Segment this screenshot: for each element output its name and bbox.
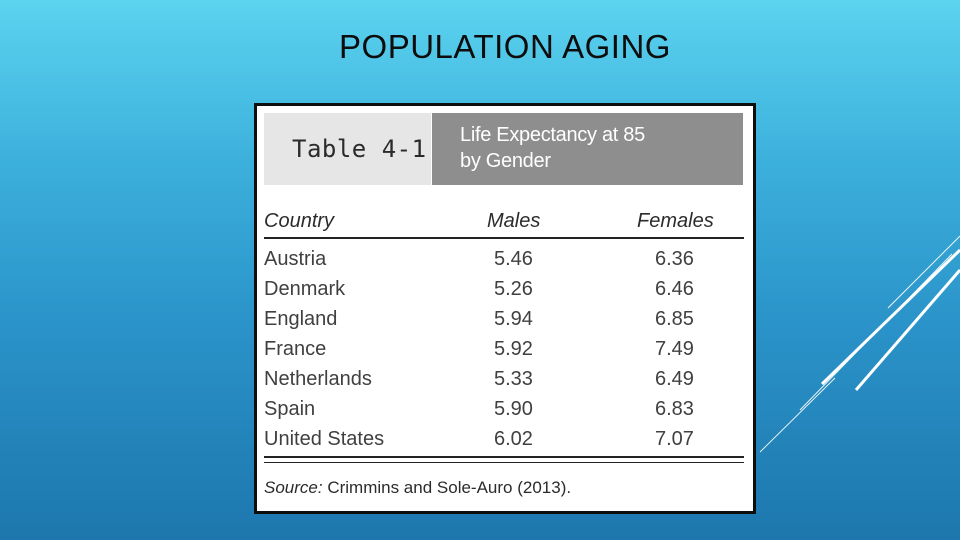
- cell-males: 5.46: [494, 248, 533, 270]
- cell-country: Denmark: [264, 278, 346, 300]
- cell-males: 5.92: [494, 338, 533, 360]
- header-rule: [264, 237, 744, 239]
- cell-males: 5.26: [494, 278, 533, 300]
- table-source: Source: Crimmins and Sole-Auro (2013).: [264, 478, 571, 498]
- cell-country: Spain: [264, 398, 316, 420]
- table-row: Netherlands 5.33 6.49: [257, 364, 753, 394]
- table-number: Table 4-1: [292, 135, 427, 163]
- cell-males: 5.94: [494, 308, 533, 330]
- footer-rule-thin: [264, 462, 744, 463]
- cell-females: 6.83: [655, 398, 694, 420]
- cell-country: Netherlands: [264, 368, 372, 390]
- cell-males: 6.02: [494, 428, 533, 450]
- cell-males: 5.90: [494, 398, 533, 420]
- footer-rule: [264, 456, 744, 458]
- cell-males: 5.33: [494, 368, 533, 390]
- table-caption-line-1: Life Expectancy at 85: [460, 124, 645, 146]
- slide-title: POPULATION AGING: [339, 28, 671, 65]
- cell-females: 6.85: [655, 308, 694, 330]
- table-caption-line-2: by Gender: [460, 150, 551, 172]
- source-label: Source:: [264, 478, 323, 497]
- cell-country: United States: [264, 428, 385, 450]
- column-header-females: Females: [637, 210, 714, 232]
- table-row: Denmark 5.26 6.46: [257, 274, 753, 304]
- table-row: Austria 5.46 6.36: [257, 244, 753, 274]
- table-caption-box: Life Expectancy at 85 by Gender: [432, 113, 743, 185]
- table-row: France 5.92 7.49: [257, 334, 753, 364]
- table-number-box: Table 4-1: [264, 113, 431, 185]
- column-header-country: Country: [264, 210, 335, 232]
- column-header-males: Males: [487, 210, 541, 232]
- table-row: England 5.94 6.85: [257, 304, 753, 334]
- cell-country: France: [264, 338, 327, 360]
- table-image: Table 4-1 Life Expectancy at 85 by Gende…: [254, 103, 756, 514]
- cell-females: 7.49: [655, 338, 694, 360]
- source-text: Crimmins and Sole-Auro (2013).: [322, 478, 572, 497]
- table-row: United States 6.02 7.07: [257, 424, 753, 454]
- table-row: Spain 5.90 6.83: [257, 394, 753, 424]
- cell-country: England: [264, 308, 338, 330]
- cell-females: 6.36: [655, 248, 694, 270]
- cell-females: 6.46: [655, 278, 694, 300]
- cell-females: 6.49: [655, 368, 694, 390]
- cell-country: Austria: [264, 248, 327, 270]
- cell-females: 7.07: [655, 428, 694, 450]
